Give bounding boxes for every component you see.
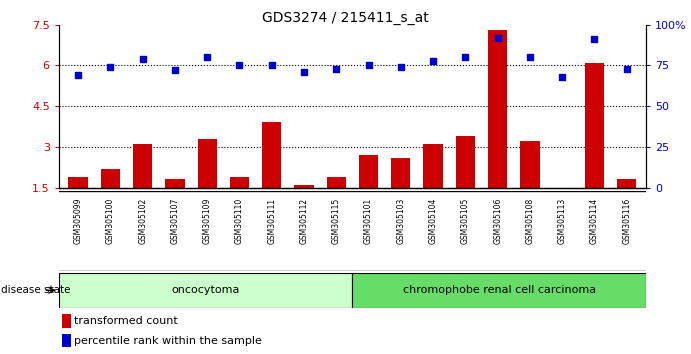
Text: GSM305113: GSM305113 bbox=[558, 198, 567, 244]
Bar bbox=[198, 139, 217, 188]
Point bbox=[557, 74, 568, 80]
Bar bbox=[520, 142, 540, 188]
Point bbox=[234, 63, 245, 68]
Bar bbox=[62, 334, 70, 347]
Point bbox=[492, 35, 503, 41]
Bar bbox=[262, 122, 281, 188]
Text: chromophobe renal cell carcinoma: chromophobe renal cell carcinoma bbox=[403, 285, 596, 295]
Point bbox=[589, 36, 600, 42]
Point bbox=[428, 58, 439, 63]
Text: GSM305109: GSM305109 bbox=[202, 198, 211, 244]
Bar bbox=[62, 314, 70, 328]
Bar bbox=[59, 273, 352, 308]
Text: disease state: disease state bbox=[1, 285, 71, 295]
Text: GSM305114: GSM305114 bbox=[590, 198, 599, 244]
Text: GSM305105: GSM305105 bbox=[461, 198, 470, 244]
Text: GSM305101: GSM305101 bbox=[364, 198, 373, 244]
Bar bbox=[359, 155, 378, 188]
Bar bbox=[101, 169, 120, 188]
Text: GSM305112: GSM305112 bbox=[299, 198, 308, 244]
Bar bbox=[455, 136, 475, 188]
Text: GSM305104: GSM305104 bbox=[428, 198, 437, 244]
Point bbox=[331, 66, 342, 72]
Text: GSM305103: GSM305103 bbox=[397, 198, 406, 244]
Point bbox=[395, 64, 406, 70]
Bar bbox=[68, 177, 88, 188]
Bar bbox=[294, 185, 314, 188]
Point bbox=[73, 73, 84, 78]
Bar bbox=[230, 177, 249, 188]
Point bbox=[266, 63, 277, 68]
Point bbox=[524, 55, 536, 60]
Text: GSM305110: GSM305110 bbox=[235, 198, 244, 244]
Point bbox=[137, 56, 148, 62]
Point bbox=[460, 55, 471, 60]
Text: GSM305111: GSM305111 bbox=[267, 198, 276, 244]
Bar bbox=[585, 63, 604, 188]
Text: transformed count: transformed count bbox=[74, 316, 178, 326]
Text: GDS3274 / 215411_s_at: GDS3274 / 215411_s_at bbox=[262, 11, 429, 25]
Bar bbox=[424, 144, 443, 188]
Bar bbox=[488, 30, 507, 188]
Text: GSM305107: GSM305107 bbox=[171, 198, 180, 244]
Text: GSM305115: GSM305115 bbox=[332, 198, 341, 244]
Bar bbox=[165, 179, 184, 188]
Bar bbox=[133, 144, 152, 188]
Point bbox=[299, 69, 310, 75]
Text: GSM305100: GSM305100 bbox=[106, 198, 115, 244]
Point bbox=[202, 55, 213, 60]
Point bbox=[363, 63, 374, 68]
Bar bbox=[352, 273, 646, 308]
Bar bbox=[617, 179, 636, 188]
Point bbox=[169, 68, 180, 73]
Point bbox=[621, 66, 632, 72]
Text: GSM305102: GSM305102 bbox=[138, 198, 147, 244]
Text: GSM305106: GSM305106 bbox=[493, 198, 502, 244]
Bar bbox=[391, 158, 410, 188]
Text: percentile rank within the sample: percentile rank within the sample bbox=[74, 336, 262, 346]
Point bbox=[105, 64, 116, 70]
Text: GSM305099: GSM305099 bbox=[74, 198, 83, 244]
Text: oncocytoma: oncocytoma bbox=[171, 285, 240, 295]
Text: GSM305116: GSM305116 bbox=[622, 198, 631, 244]
Bar bbox=[327, 177, 346, 188]
Text: GSM305108: GSM305108 bbox=[525, 198, 534, 244]
